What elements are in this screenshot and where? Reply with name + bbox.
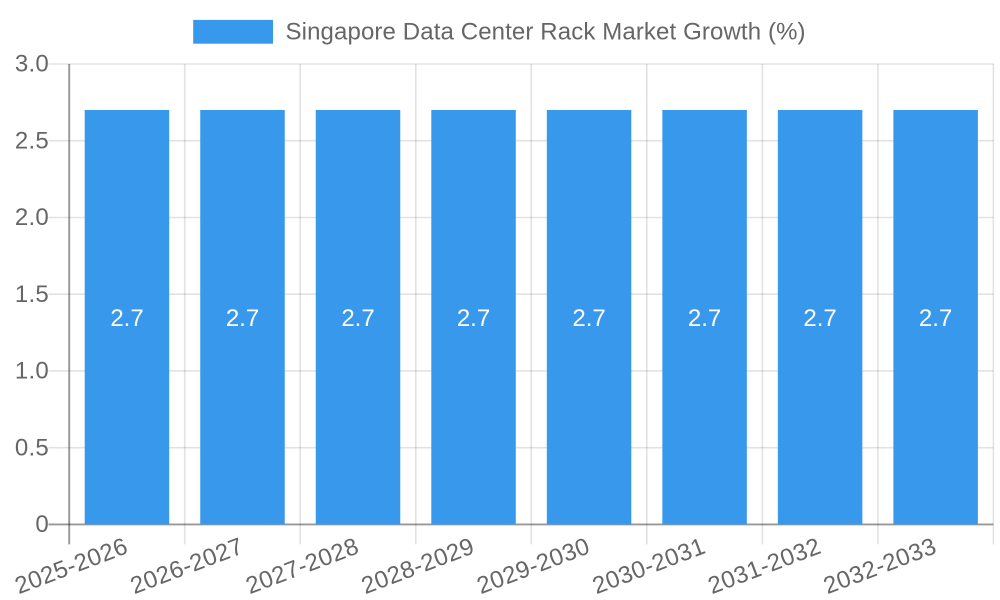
- svg-text:1.5: 1.5: [15, 281, 49, 308]
- svg-text:2027-2028: 2027-2028: [242, 533, 362, 600]
- svg-text:2028-2029: 2028-2029: [358, 533, 478, 600]
- svg-text:1.0: 1.0: [15, 358, 49, 385]
- svg-text:2.7: 2.7: [803, 305, 836, 332]
- svg-text:2030-2031: 2030-2031: [589, 533, 709, 600]
- svg-text:2025-2026: 2025-2026: [11, 533, 131, 600]
- svg-text:Singapore Data Center Rack Mar: Singapore Data Center Rack Market Growth…: [286, 18, 806, 45]
- svg-text:0.5: 0.5: [15, 434, 49, 461]
- svg-text:2.7: 2.7: [226, 305, 259, 332]
- svg-text:2.7: 2.7: [341, 305, 374, 332]
- svg-text:2.0: 2.0: [15, 204, 49, 231]
- svg-text:2032-2033: 2032-2033: [820, 533, 940, 600]
- svg-text:2.7: 2.7: [688, 305, 721, 332]
- svg-text:2029-2030: 2029-2030: [473, 533, 593, 600]
- svg-text:2026-2027: 2026-2027: [127, 533, 247, 600]
- svg-text:2.5: 2.5: [15, 127, 49, 154]
- svg-text:2031-2032: 2031-2032: [704, 533, 824, 600]
- svg-text:0: 0: [35, 511, 49, 538]
- svg-text:3.0: 3.0: [15, 51, 49, 78]
- svg-text:2.7: 2.7: [110, 305, 143, 332]
- svg-text:2.7: 2.7: [457, 305, 490, 332]
- svg-text:2.7: 2.7: [572, 305, 605, 332]
- svg-text:2.7: 2.7: [919, 305, 952, 332]
